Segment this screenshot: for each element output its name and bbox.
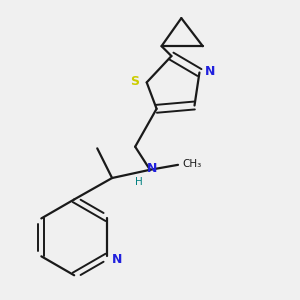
Text: S: S [130,75,139,88]
Text: H: H [135,177,143,187]
Text: CH₃: CH₃ [182,159,201,169]
Text: N: N [146,162,157,175]
Text: N: N [112,253,122,266]
Text: N: N [205,65,215,78]
